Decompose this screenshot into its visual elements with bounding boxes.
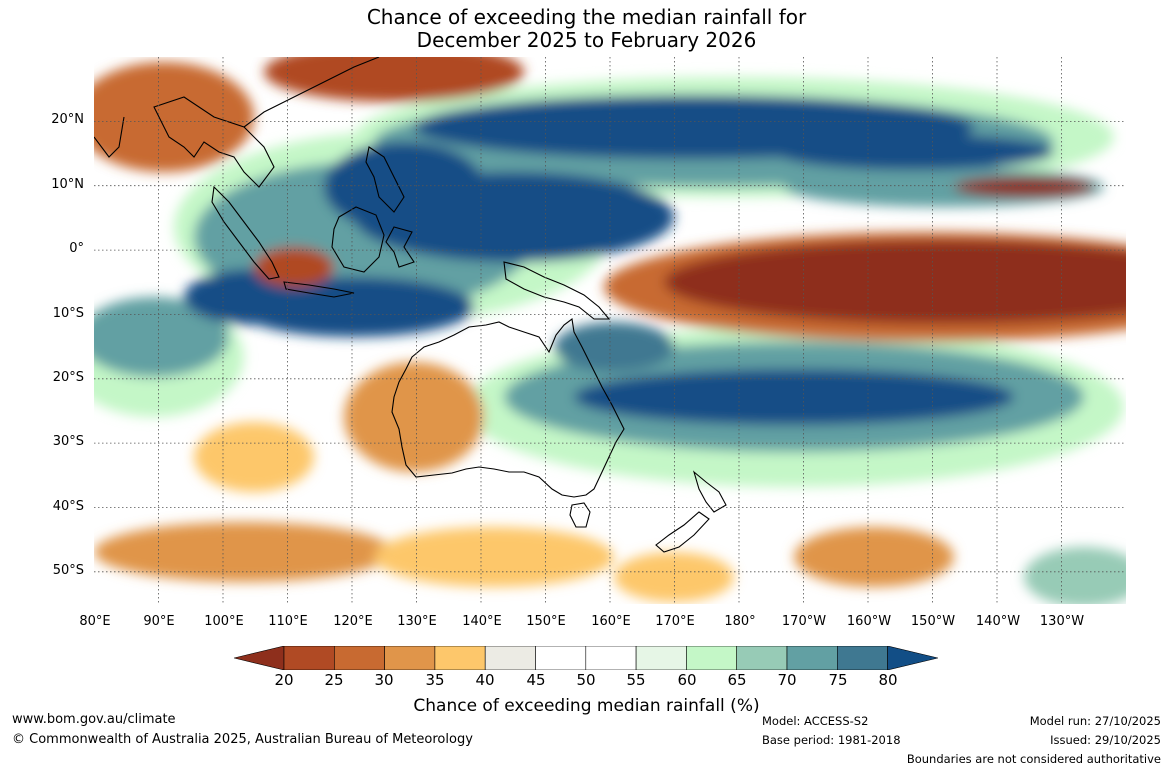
- sulawesi-coastline: [385, 226, 415, 268]
- coastlines: [94, 57, 727, 553]
- colorbar: [234, 646, 938, 670]
- colorbar-tick: 30: [374, 671, 394, 689]
- colorbar-bin-45: [484, 646, 536, 670]
- tasmania-coastline: [569, 502, 591, 528]
- lat-label-50s: 50°S: [52, 563, 84, 578]
- colorbar-tick: 75: [828, 671, 848, 689]
- colorbar-bin-80: [836, 646, 888, 670]
- colorbar-bin-35: [384, 646, 436, 670]
- lon-label-170e: 170°E: [655, 614, 695, 629]
- colorbar-tick: 35: [425, 671, 445, 689]
- lon-label-140e: 140°E: [462, 614, 502, 629]
- model-name: Model: ACCESS-S2: [762, 714, 869, 728]
- base-period: Base period: 1981-2018: [762, 733, 901, 747]
- colorbar-tick: 45: [526, 671, 546, 689]
- lat-label-20n: 20°N: [51, 112, 84, 127]
- boundaries-disclaimer: Boundaries are not considered authoritat…: [906, 752, 1161, 766]
- colorbar-tick: 70: [777, 671, 797, 689]
- lon-label-90e: 90°E: [143, 614, 175, 629]
- colorbar-tick: 60: [677, 671, 697, 689]
- new-zealand-south-coastline: [655, 511, 710, 553]
- lon-label-130w: 130°W: [1039, 614, 1085, 629]
- borneo-coastline: [331, 206, 385, 273]
- lon-label-130e: 130°E: [397, 614, 437, 629]
- java-coastline: [283, 281, 355, 298]
- map-title-line-1: Chance of exceeding the median rainfall …: [366, 5, 807, 29]
- colorbar-bin-60: [635, 646, 687, 670]
- new-guinea-coastline: [503, 261, 611, 320]
- lat-label-0: 0°: [69, 241, 84, 256]
- colorbar-high-arrow: [887, 646, 938, 670]
- colorbar-bin-65: [686, 646, 737, 670]
- colorbar-bin-55: [585, 646, 637, 670]
- colorbar-tick: 55: [626, 671, 646, 689]
- issued-date: Issued: 29/10/2025: [1050, 733, 1161, 747]
- colorbar-label: Chance of exceeding median rainfall (%): [413, 696, 760, 716]
- lat-label-40s: 40°S: [52, 499, 84, 514]
- lon-label-150w: 150°W: [910, 614, 956, 629]
- sumatra-coastline: [211, 185, 280, 280]
- lon-label-170w: 170°W: [781, 614, 827, 629]
- colorbar-tick: 25: [324, 671, 344, 689]
- lat-label-30s: 30°S: [52, 434, 84, 449]
- graticule: [94, 57, 1126, 604]
- colorbar-bin-40: [434, 646, 486, 670]
- colorbar-tick: 50: [576, 671, 596, 689]
- lat-label-10s: 10°S: [52, 306, 84, 321]
- lon-label-110e: 110°E: [268, 614, 308, 629]
- website-link[interactable]: www.bom.gov.au/climate: [12, 712, 176, 727]
- colorbar-tick: 20: [274, 671, 294, 689]
- lat-label-20s: 20°S: [52, 370, 84, 385]
- china-coastline: [243, 57, 380, 128]
- lon-label-150e: 150°E: [526, 614, 566, 629]
- colorbar-low-arrow: [234, 646, 285, 670]
- colorbar-tick: 40: [475, 671, 495, 689]
- lon-label-180: 180°: [724, 614, 756, 629]
- new-zealand-north-coastline: [692, 470, 727, 513]
- lon-label-140w: 140°W: [975, 614, 1021, 629]
- lon-label-120e: 120°E: [333, 614, 373, 629]
- philippines-coastline: [365, 146, 405, 213]
- colorbar-bin-30: [334, 646, 385, 670]
- map-title-line-2: December 2025 to February 2026: [416, 28, 757, 52]
- probability-field: [94, 57, 1126, 604]
- model-run-date: Model run: 27/10/2025: [1029, 714, 1161, 728]
- lon-label-100e: 100°E: [204, 614, 244, 629]
- lon-label-160e: 160°E: [591, 614, 631, 629]
- colorbar-bin-25: [283, 646, 335, 670]
- colorbar-bin-70: [736, 646, 788, 670]
- australia-coastline: [391, 318, 625, 498]
- colorbar-tick: 65: [727, 671, 747, 689]
- indochina-coastline: [153, 96, 275, 188]
- colorbar-bin-75: [786, 646, 838, 670]
- colorbar-tick: 80: [878, 671, 898, 689]
- colorbar-bin-50: [535, 646, 587, 670]
- lon-label-80e: 80°E: [79, 614, 111, 629]
- lat-label-10n: 10°N: [51, 177, 84, 192]
- lon-label-160w: 160°W: [846, 614, 892, 629]
- rainfall-probability-map: [94, 57, 1126, 604]
- copyright-text: © Commonwealth of Australia 2025, Austra…: [12, 732, 473, 747]
- india-coastline: [94, 116, 125, 158]
